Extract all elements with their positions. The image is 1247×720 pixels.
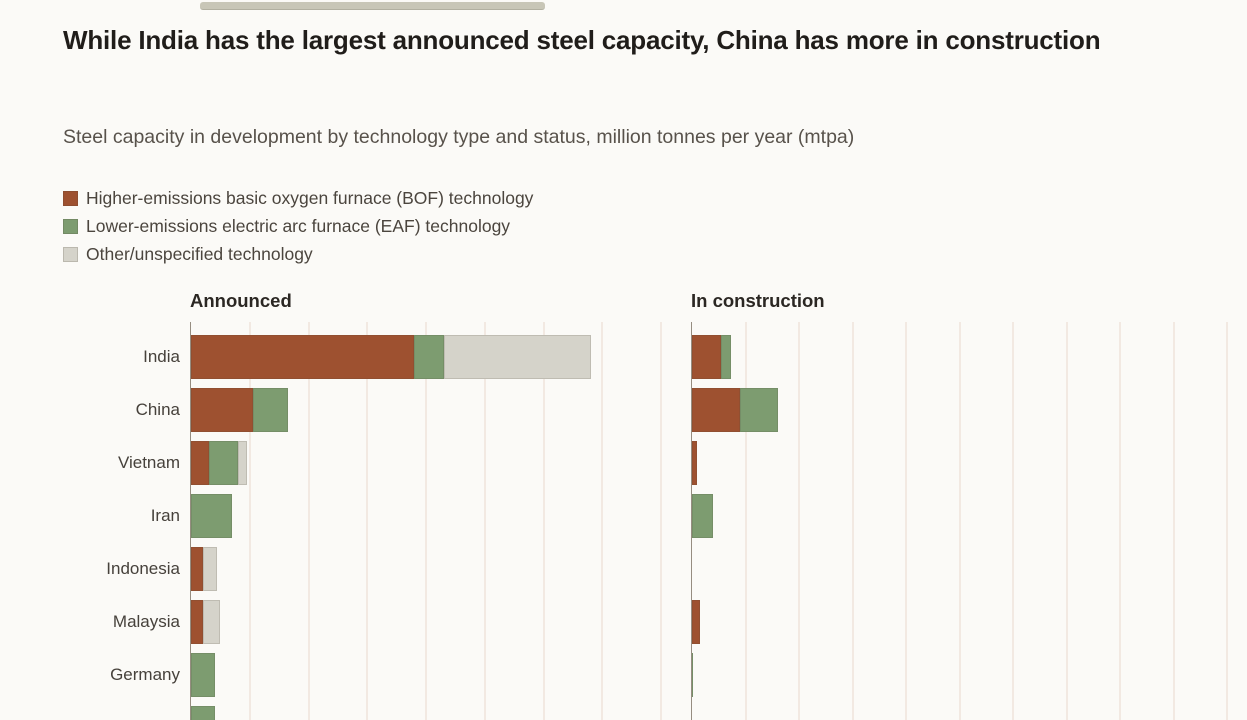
- y-axis-line: [190, 322, 191, 720]
- chart-plot-area: Announced India China Vietnam Iran Indonesia M…: [0, 285, 1247, 720]
- chart-legend: Higher-emissions basic oxygen furnace (B…: [63, 184, 533, 268]
- gridline: [798, 322, 800, 720]
- category-label-india: India: [143, 347, 180, 366]
- bar-segment-eaf: [692, 494, 714, 538]
- category-label-germany: Germany: [110, 665, 180, 684]
- category-label-iran: Iran: [150, 506, 180, 525]
- bar-segment-eaf: [252, 388, 288, 432]
- legend-swatch-eaf-icon: [63, 218, 78, 234]
- gridline: [958, 322, 961, 720]
- bar-segment-eaf: [191, 653, 215, 697]
- gridline: [425, 322, 427, 720]
- bar-segment-eaf: [692, 653, 694, 697]
- legend-swatch-other-icon: [63, 246, 78, 262]
- bar-segment-eaf: [740, 388, 778, 432]
- legend-label-other: Other/unspecified technology: [86, 243, 313, 264]
- bar-segment-eaf: [208, 441, 238, 485]
- gridline: [1012, 322, 1014, 720]
- gridline: [1226, 322, 1228, 720]
- bar-segment-bof: [692, 600, 701, 644]
- bar-segment-other: [202, 600, 221, 644]
- bar-segment-bof: [191, 388, 253, 432]
- legend-swatch-bof-icon: [63, 190, 78, 206]
- bar-segment-eaf: [191, 494, 233, 538]
- gridline: [1172, 322, 1175, 720]
- category-label-indonesia: Indonesia: [106, 559, 180, 578]
- legend-label-eaf: Lower-emissions electric arc furnace (EA…: [86, 215, 511, 236]
- bar-segment-other: [202, 547, 218, 591]
- gridline: [1065, 322, 1068, 720]
- legend-item-eaf: Lower-emissions electric arc furnace (EA…: [63, 212, 533, 240]
- bar-segment-eaf: [191, 706, 215, 720]
- chart-subtitle: Steel capacity in development by technol…: [63, 126, 855, 148]
- top-scrollbar-thumb[interactable]: [200, 2, 545, 10]
- gridline: [366, 322, 369, 720]
- category-label-malaysia: Malaysia: [112, 612, 180, 631]
- gridline: [744, 322, 747, 720]
- gridline: [601, 322, 604, 720]
- gridline: [851, 322, 854, 720]
- bar-segment-bof: [191, 547, 203, 591]
- gridline: [1119, 322, 1121, 720]
- legend-item-bof: Higher-emissions basic oxygen furnace (B…: [63, 184, 533, 212]
- gridline: [307, 322, 310, 720]
- bar-segment-eaf: [414, 335, 444, 379]
- bar-segment-bof: [692, 441, 698, 485]
- bar-segment-eaf: [721, 335, 731, 379]
- bar-segment-bof: [191, 600, 203, 644]
- bar-segment-bof: [191, 441, 209, 485]
- panel-header-announced: Announced: [190, 290, 292, 311]
- gridline: [483, 322, 486, 720]
- bar-segment-other: [443, 335, 591, 379]
- legend-label-bof: Higher-emissions basic oxygen furnace (B…: [86, 187, 534, 208]
- panel-header-in-construction: In construction: [691, 290, 825, 311]
- gridline: [660, 322, 662, 720]
- category-label-vietnam: Vietnam: [117, 453, 180, 472]
- gridline: [542, 322, 545, 720]
- gridline: [905, 322, 907, 720]
- bar-segment-bof: [191, 335, 415, 379]
- y-axis-line: [691, 322, 692, 720]
- bar-segment-other: [238, 441, 247, 485]
- gridline: [248, 322, 251, 720]
- category-label-china: China: [135, 400, 180, 419]
- bar-segment-bof: [692, 388, 741, 432]
- bar-segment-bof: [692, 335, 722, 379]
- chart-title: While India has the largest announced st…: [63, 25, 1101, 55]
- legend-item-other: Other/unspecified technology: [63, 240, 533, 268]
